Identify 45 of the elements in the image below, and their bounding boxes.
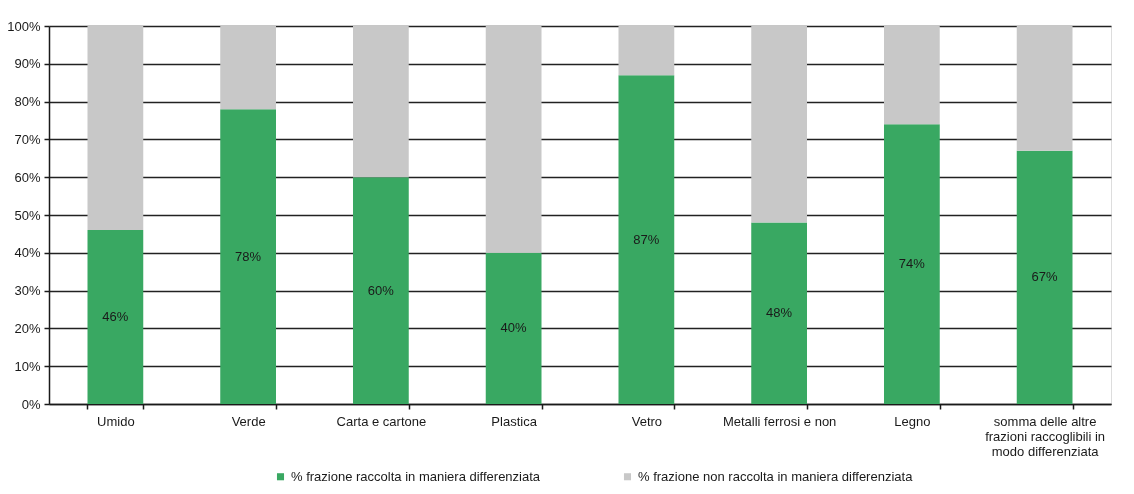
bar xyxy=(1016,150,1073,404)
x-tick-label: Metalli ferrosi e non xyxy=(722,413,837,429)
y-tick-label: 0% xyxy=(21,396,41,412)
bar xyxy=(1016,26,1073,151)
y-tick-label: 30% xyxy=(14,283,41,299)
bar xyxy=(353,177,409,404)
x-tick-label: Legno xyxy=(894,413,931,429)
y-tick-label: 10% xyxy=(14,358,41,374)
bar xyxy=(485,26,542,253)
y-tick-label: 60% xyxy=(14,169,41,185)
y-tick-label: 90% xyxy=(14,56,41,72)
data-label: 67% xyxy=(1031,269,1059,285)
bar xyxy=(618,75,675,404)
x-tick-label: Plastica xyxy=(491,413,538,429)
data-label: 46% xyxy=(102,309,129,325)
bar xyxy=(751,26,807,223)
bar xyxy=(884,124,940,404)
y-tick-label: 40% xyxy=(14,245,41,261)
y-tick-label: 20% xyxy=(14,320,41,336)
x-tick-label: Carta e cartone xyxy=(336,413,427,429)
bar xyxy=(220,109,276,404)
bar xyxy=(220,26,276,110)
x-tick-label: Vetro xyxy=(631,413,663,429)
y-tick-label: 50% xyxy=(14,207,41,223)
x-tick-label: Verde xyxy=(231,413,266,429)
bar xyxy=(485,252,542,404)
data-label: 40% xyxy=(500,320,528,336)
y-tick-label: 70% xyxy=(14,131,41,147)
data-label: 60% xyxy=(367,282,395,298)
bar xyxy=(884,26,940,125)
data-label: 78% xyxy=(235,248,262,264)
x-tick-label: somma delle altre frazioni raccoglibili in modo differenziata xyxy=(985,413,1106,459)
y-tick-label: 80% xyxy=(14,94,41,110)
data-label: 74% xyxy=(898,256,926,272)
x-tick-label: Umido xyxy=(97,413,135,429)
data-label: 48% xyxy=(766,305,793,321)
legend-label: % frazione raccolta in maniera differenziata xyxy=(291,468,541,484)
legend-label: % frazione non raccolta in maniera differenziata xyxy=(638,468,914,484)
bar xyxy=(353,26,409,178)
bar xyxy=(618,26,675,76)
bar xyxy=(87,230,144,404)
bar xyxy=(751,222,807,404)
bar xyxy=(87,26,144,231)
data-label: 87% xyxy=(633,231,660,247)
y-tick-label: 100% xyxy=(7,18,41,34)
